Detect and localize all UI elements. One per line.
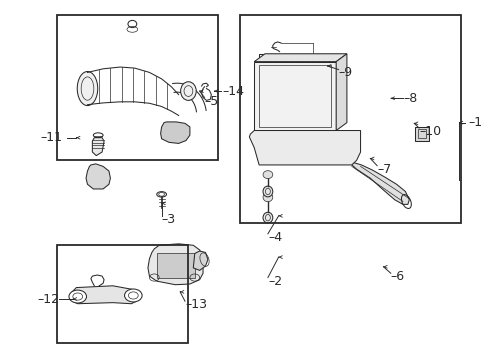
Polygon shape bbox=[160, 122, 189, 143]
Bar bbox=[414, 127, 428, 140]
Text: –6: –6 bbox=[390, 270, 404, 283]
Polygon shape bbox=[249, 131, 360, 165]
Bar bbox=[259, 65, 330, 127]
Polygon shape bbox=[335, 54, 346, 131]
Circle shape bbox=[69, 290, 86, 303]
Circle shape bbox=[124, 289, 142, 302]
Text: –13: –13 bbox=[184, 298, 206, 311]
Text: –10: –10 bbox=[418, 125, 440, 138]
Text: –14: –14 bbox=[222, 85, 244, 98]
Polygon shape bbox=[70, 286, 140, 304]
Bar bbox=[239, 15, 461, 223]
Text: –7: –7 bbox=[376, 163, 390, 176]
Text: –12: –12 bbox=[38, 293, 60, 306]
Polygon shape bbox=[350, 163, 408, 204]
Polygon shape bbox=[254, 54, 346, 62]
Text: –4: –4 bbox=[267, 231, 282, 244]
Text: –11: –11 bbox=[41, 131, 62, 144]
Text: –8: –8 bbox=[403, 92, 417, 105]
Ellipse shape bbox=[77, 72, 98, 105]
Ellipse shape bbox=[263, 193, 272, 202]
Polygon shape bbox=[148, 244, 203, 285]
Ellipse shape bbox=[263, 212, 272, 223]
Ellipse shape bbox=[263, 186, 272, 197]
Text: –5: –5 bbox=[204, 95, 218, 108]
Ellipse shape bbox=[263, 171, 272, 179]
Text: –2: –2 bbox=[267, 275, 282, 288]
Text: –3: –3 bbox=[161, 213, 175, 226]
Polygon shape bbox=[193, 251, 207, 270]
Bar bbox=[254, 62, 335, 131]
Ellipse shape bbox=[180, 82, 196, 100]
Bar bbox=[417, 130, 425, 138]
Bar bbox=[157, 253, 194, 278]
Text: –9: –9 bbox=[338, 66, 352, 79]
Bar bbox=[57, 15, 217, 160]
Polygon shape bbox=[92, 138, 104, 156]
Bar bbox=[57, 244, 188, 343]
Text: –1: –1 bbox=[468, 116, 482, 129]
Polygon shape bbox=[86, 164, 110, 189]
